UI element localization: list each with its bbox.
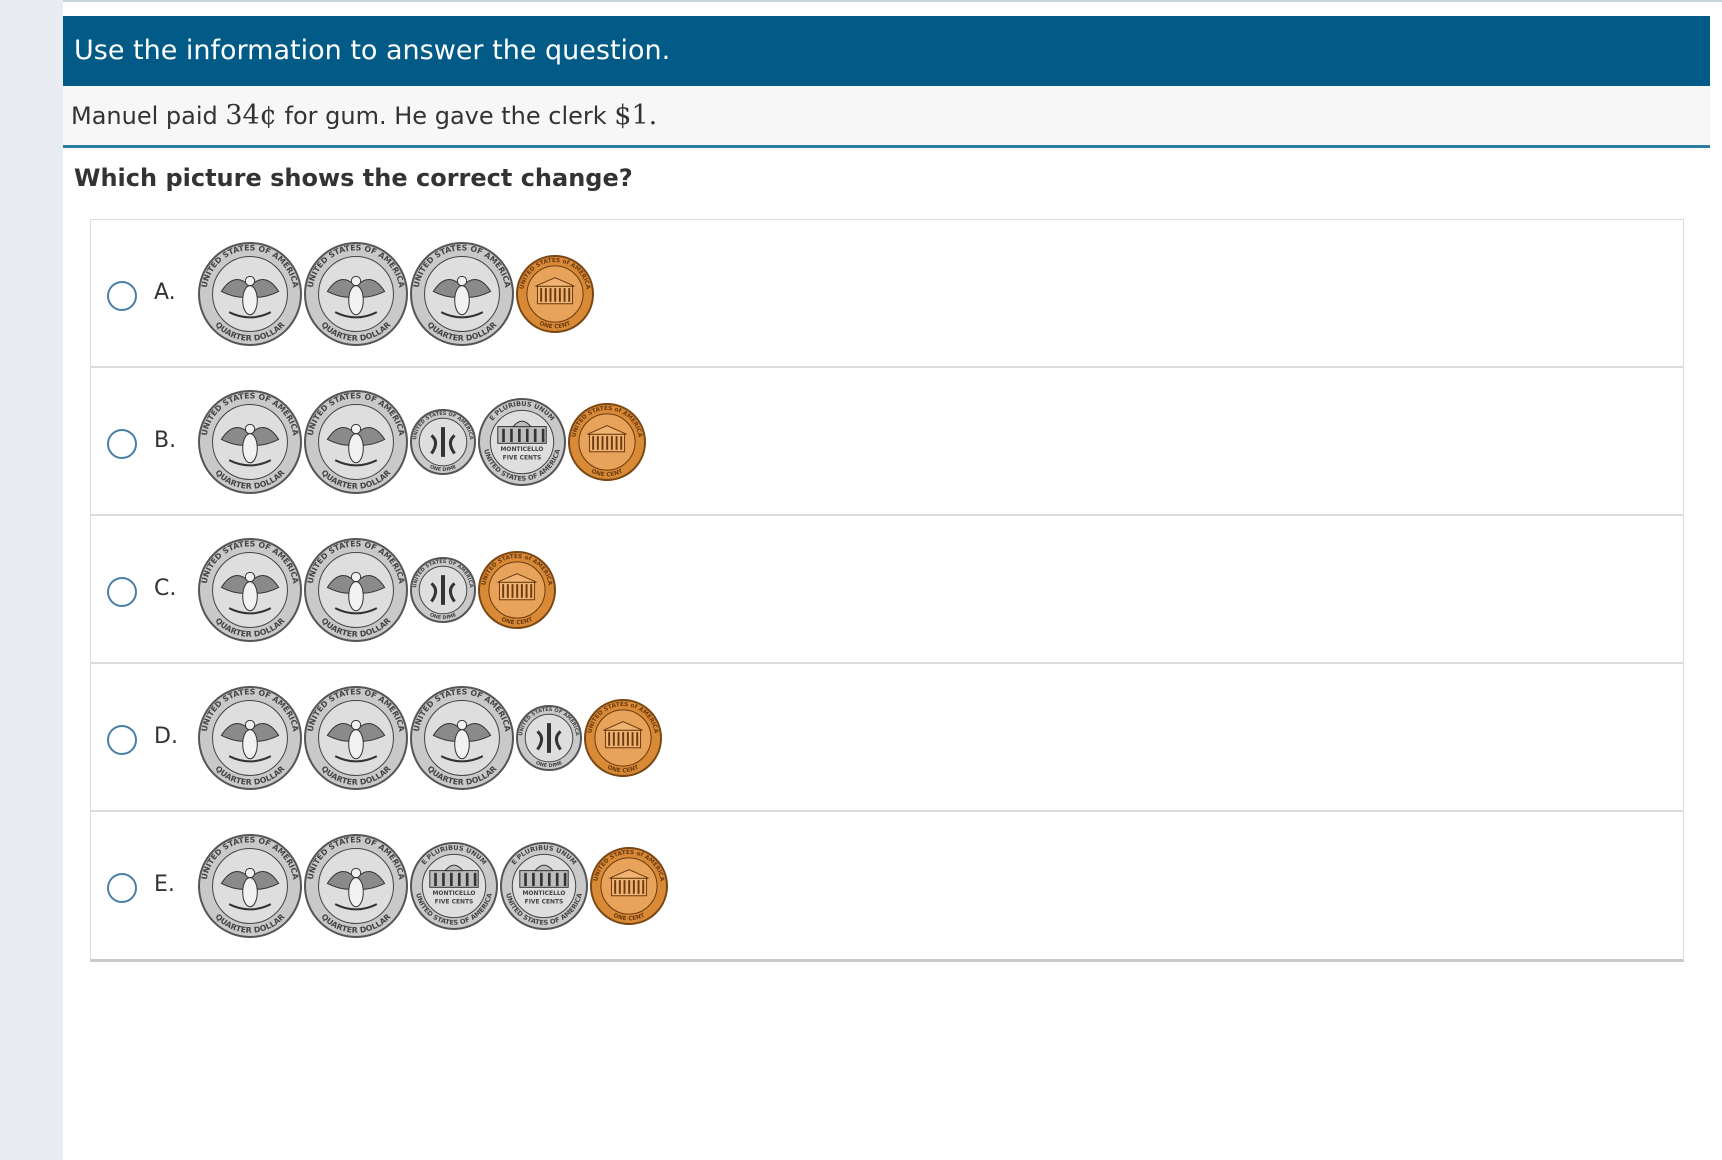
svg-text:MONTICELLO: MONTICELLO [432,890,475,897]
amount-given: $1 [614,100,649,131]
svg-text:ONE DIME: ONE DIME [429,612,458,621]
stimulus-passage: Manuel paid 34¢ for gum. He gave the cle… [63,86,1710,148]
dime-coin-icon: UNITED STATES OF AMERICA ONE DIME [410,409,476,475]
svg-text:MONTICELLO: MONTICELLO [500,446,543,453]
radio-button[interactable] [107,725,137,755]
quarter-coin-icon: UNITED STATES OF AMERICA QUARTER DOLLAR [198,686,302,790]
quarter-coin-icon: UNITED STATES OF AMERICA QUARTER DOLLAR [198,538,302,642]
penny-coin-icon: UNITED STATES of AMERICA ONE CENT [478,551,556,629]
answer-choice-b[interactable]: B. UNITED STATES OF AMERICA QUARTER DOLLAR… [91,368,1683,516]
svg-text:ONE CENT: ONE CENT [606,765,640,775]
top-rule [63,0,1722,2]
quarter-coin-icon: UNITED STATES OF AMERICA QUARTER DOLLAR [304,538,408,642]
radio-button[interactable] [107,429,137,459]
radio-button[interactable] [107,873,137,903]
radio-button[interactable] [107,577,137,607]
dime-coin-icon: UNITED STATES OF AMERICA ONE DIME [410,557,476,623]
answer-choice-a[interactable]: A. UNITED STATES OF AMERICA QUARTER DOLLAR… [91,220,1683,368]
quarter-coin-icon: UNITED STATES OF AMERICA QUARTER DOLLAR [304,834,408,938]
stimulus-text-2: for gum. He gave the clerk [276,102,615,130]
instruction-banner: Use the information to answer the questi… [63,16,1710,86]
svg-text:ONE DIME: ONE DIME [429,464,458,473]
quarter-coin-icon: UNITED STATES OF AMERICA QUARTER DOLLAR [304,390,408,494]
dime-coin-icon: UNITED STATES OF AMERICA ONE DIME [516,705,582,771]
choice-letter: E. [154,872,175,897]
choice-letter: A. [154,280,176,305]
svg-text:ONE DIME: ONE DIME [535,760,564,769]
assessment-page: Use the information to answer the questi… [63,0,1722,1160]
amount-paid: 34¢ [225,100,277,131]
question-stem: Which picture shows the correct change? [74,164,633,192]
nickel-coin-icon: E PLURIBUS UNUM UNITED STATES OF AMERICA M… [478,398,566,486]
svg-text:ONE CENT: ONE CENT [612,913,646,923]
svg-text:FIVE CENTS: FIVE CENTS [435,899,474,906]
answer-choice-c[interactable]: C. UNITED STATES OF AMERICA QUARTER DOLLAR… [91,516,1683,664]
quarter-coin-icon: UNITED STATES OF AMERICA QUARTER DOLLAR [304,242,408,346]
svg-text:ONE CENT: ONE CENT [500,617,534,627]
penny-coin-icon: UNITED STATES of AMERICA ONE CENT [584,699,662,777]
quarter-coin-icon: UNITED STATES OF AMERICA QUARTER DOLLAR [198,834,302,938]
svg-text:FIVE CENTS: FIVE CENTS [503,455,542,462]
svg-text:FIVE CENTS: FIVE CENTS [525,899,564,906]
radio-button[interactable] [107,281,137,311]
choice-letter: D. [154,724,178,749]
answer-choices: A. UNITED STATES OF AMERICA QUARTER DOLLAR… [90,219,1684,962]
stimulus-text-1: Manuel paid [71,102,226,130]
svg-text:ONE CENT: ONE CENT [538,321,572,331]
answer-choice-e[interactable]: E. UNITED STATES OF AMERICA QUARTER DOLLAR… [91,812,1683,960]
choice-letter: C. [154,576,177,601]
nickel-coin-icon: E PLURIBUS UNUM UNITED STATES OF AMERICA M… [410,842,498,930]
stimulus-text-3: . [648,100,658,131]
quarter-coin-icon: UNITED STATES OF AMERICA QUARTER DOLLAR [304,686,408,790]
svg-text:MONTICELLO: MONTICELLO [522,890,565,897]
svg-text:ONE CENT: ONE CENT [590,469,624,479]
choice-letter: B. [154,428,177,453]
quarter-coin-icon: UNITED STATES OF AMERICA QUARTER DOLLAR [198,242,302,346]
penny-coin-icon: UNITED STATES of AMERICA ONE CENT [516,255,594,333]
penny-coin-icon: UNITED STATES of AMERICA ONE CENT [568,403,646,481]
quarter-coin-icon: UNITED STATES OF AMERICA QUARTER DOLLAR [198,390,302,494]
quarter-coin-icon: UNITED STATES OF AMERICA QUARTER DOLLAR [410,242,514,346]
answer-choice-d[interactable]: D. UNITED STATES OF AMERICA QUARTER DOLLAR… [91,664,1683,812]
nickel-coin-icon: E PLURIBUS UNUM UNITED STATES OF AMERICA M… [500,842,588,930]
quarter-coin-icon: UNITED STATES OF AMERICA QUARTER DOLLAR [410,686,514,790]
penny-coin-icon: UNITED STATES of AMERICA ONE CENT [590,847,668,925]
